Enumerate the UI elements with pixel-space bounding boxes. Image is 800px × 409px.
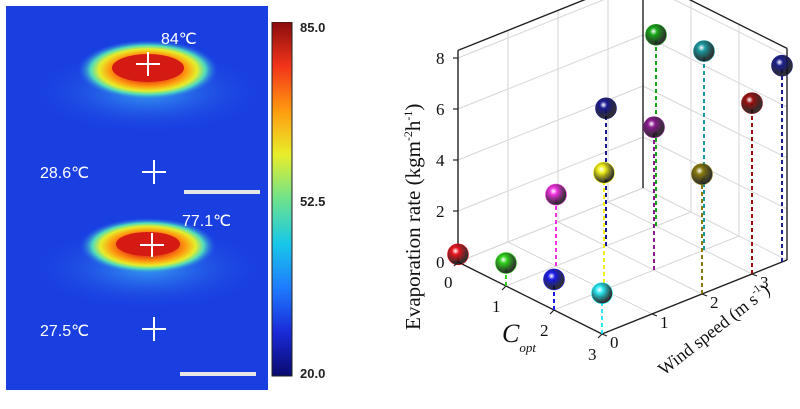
data-point (543, 268, 565, 291)
data-point (643, 116, 665, 138)
crosshair-max-top (136, 52, 160, 76)
data-point (545, 183, 567, 206)
data-point (645, 23, 667, 46)
z-tick-label: 4 (436, 151, 445, 170)
z-tick-label: 2 (436, 202, 445, 221)
scale-bar-top (184, 190, 260, 194)
colorbar-mid-label: 52.5 (300, 194, 325, 209)
scale-bar-bottom (180, 372, 256, 376)
colorbar-max-label: 85.0 (300, 22, 325, 35)
data-point (741, 92, 763, 114)
data-point (691, 163, 713, 185)
thermal-image: 84℃ 28.6℃ 77.1℃ 27.5℃ (6, 6, 268, 390)
colorbar: 85.0 52.5 20.0 (271, 22, 325, 381)
crosshair-ambient-bottom (142, 317, 166, 341)
x-tick-label: 3 (588, 345, 597, 364)
x-tick-label: 0 (444, 273, 453, 292)
z-tick-label: 6 (436, 100, 445, 119)
ambient-temp-top: 28.6℃ (40, 165, 89, 182)
x-tick-label: 1 (492, 297, 501, 316)
y-tick-label: 3 (760, 273, 769, 292)
data-point (593, 161, 615, 184)
colorbar-min-label: 20.0 (300, 366, 325, 381)
data-point (447, 243, 469, 266)
data-point (693, 40, 715, 62)
y-tick-label: 1 (660, 313, 669, 332)
x-axis-title: Copt (502, 319, 536, 355)
z-tick-label: 8 (436, 49, 445, 68)
colorbar-gradient (271, 22, 293, 377)
crosshair-ambient-top (142, 160, 166, 184)
data-point (591, 282, 613, 305)
ambient-temp-bottom: 27.5℃ (40, 323, 89, 340)
chart-grid (457, 0, 788, 335)
y-tick-label: 0 (610, 333, 619, 352)
crosshair-max-bottom (140, 233, 164, 257)
data-point (595, 97, 617, 120)
data-point (771, 54, 793, 77)
x-tick-label: 2 (540, 321, 549, 340)
data-point (495, 252, 517, 274)
max-temp-top: 84℃ (161, 31, 197, 48)
z-tick-label: 0 (436, 253, 445, 272)
chart-frame (457, 0, 788, 335)
max-temp-bottom: 77.1℃ (182, 213, 231, 230)
y-tick-label: 2 (710, 293, 719, 312)
z-axis-title: Evaporation rate (kgm-2h-1) (401, 104, 425, 330)
